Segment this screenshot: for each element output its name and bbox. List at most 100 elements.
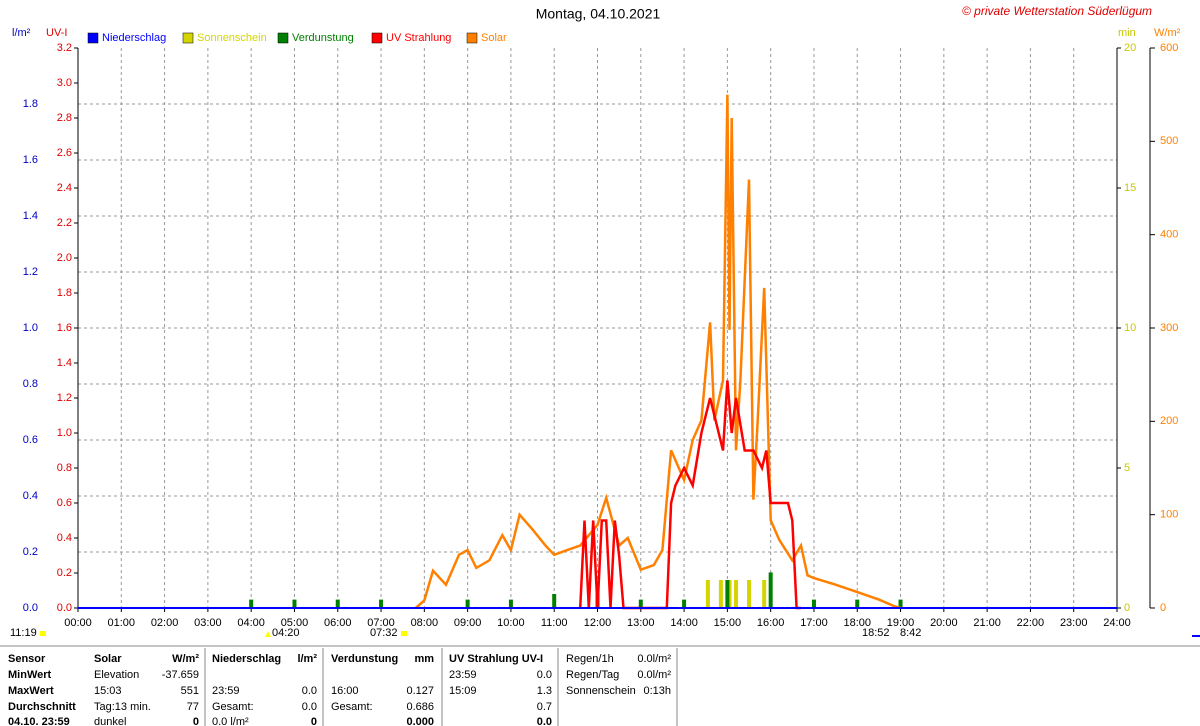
bar xyxy=(249,599,254,608)
x-tick-label: 16:00 xyxy=(757,617,785,629)
table-cell: dunkel xyxy=(94,716,126,726)
table-header: Verdunstung xyxy=(331,653,398,665)
table-cell: 0.7 xyxy=(537,701,552,713)
bar xyxy=(762,580,767,608)
x-tick-label: 05:00 xyxy=(281,617,309,629)
table-cell: 23:59 xyxy=(212,685,240,697)
y-tick-label: 1.6 xyxy=(23,154,38,166)
annotation: 11:19 xyxy=(10,627,37,639)
table-header: 0.0l/m² xyxy=(637,653,671,665)
x-tick-label: 22:00 xyxy=(1017,617,1045,629)
x-tick-label: 15:00 xyxy=(714,617,742,629)
table-cell: 0.0 xyxy=(537,669,552,681)
uv-tick-label: 1.0 xyxy=(57,427,72,439)
uv-tick-label: 2.0 xyxy=(57,252,72,264)
y2-tick-label: 20 xyxy=(1124,42,1136,54)
table-header: UV Strahlung UV-I xyxy=(449,653,543,665)
uv-tick-label: 0.0 xyxy=(57,602,72,614)
x-tick-label: 17:00 xyxy=(800,617,828,629)
table-cell: 1.3 xyxy=(537,685,552,697)
uv-tick-label: 2.6 xyxy=(57,147,72,159)
y2-tick-label: 0 xyxy=(1124,602,1130,614)
sun-marker xyxy=(40,631,46,636)
solar-tick-label: 0 xyxy=(1160,602,1166,614)
table-cell: 0.0 xyxy=(302,701,317,713)
uv-tick-label: 0.2 xyxy=(57,567,72,579)
y2-axis-title: min xyxy=(1118,27,1136,39)
y-tick-label: 0.0 xyxy=(23,602,38,614)
table-cell: 0 xyxy=(193,716,199,726)
x-tick-label: 12:00 xyxy=(584,617,612,629)
table-header: W/m² xyxy=(172,653,199,665)
row-label: Sensor xyxy=(8,653,46,665)
y-tick-label: 1.8 xyxy=(23,98,38,110)
table-header: Solar xyxy=(94,653,122,665)
legend-label: Sonnenschein xyxy=(197,32,267,44)
annotation: 04:20 xyxy=(272,627,300,639)
legend-label: Verdunstung xyxy=(292,32,354,44)
bar xyxy=(335,599,340,608)
table-header: Regen/1h xyxy=(566,653,614,665)
y-tick-label: 0.8 xyxy=(23,378,38,390)
table-cell: Tag:13 min. xyxy=(94,701,151,713)
solar-axis-title: W/m² xyxy=(1154,27,1181,39)
bar xyxy=(465,599,470,608)
legend-label: UV Strahlung xyxy=(386,32,451,44)
legend-swatch xyxy=(277,32,289,44)
x-tick-label: 23:00 xyxy=(1060,617,1088,629)
line xyxy=(414,94,901,610)
row-label: 04.10. 23:59 xyxy=(8,716,70,726)
solar-tick-label: 400 xyxy=(1160,229,1178,241)
table-cell: 77 xyxy=(187,701,199,713)
solar-tick-label: 100 xyxy=(1160,509,1178,521)
bar xyxy=(855,599,860,608)
bar xyxy=(508,599,513,608)
table-cell: Sonnenschein xyxy=(566,685,636,697)
bar xyxy=(747,580,752,608)
bar xyxy=(638,599,643,608)
x-tick-label: 14:00 xyxy=(670,617,698,629)
table-cell: Gesamt: xyxy=(331,701,373,713)
table-cell: 23:59 xyxy=(449,669,477,681)
table-cell: 16:00 xyxy=(331,685,359,697)
uv-axis-title: UV-I xyxy=(46,27,67,39)
table-cell: 15:03 xyxy=(94,685,122,697)
chart-title: Montag, 04.10.2021 xyxy=(536,6,661,22)
y-tick-label: 1.4 xyxy=(23,210,38,222)
table-cell: 0.0 xyxy=(302,685,317,697)
row-label: Durchschnitt xyxy=(8,701,76,713)
uv-tick-label: 2.8 xyxy=(57,112,72,124)
uv-tick-label: 1.2 xyxy=(57,392,72,404)
x-tick-label: 21:00 xyxy=(973,617,1001,629)
table-cell: 15:09 xyxy=(449,685,477,697)
table-cell: 0:13h xyxy=(643,685,671,697)
table-cell: 0 xyxy=(311,716,317,726)
table-cell: Elevation xyxy=(94,669,139,681)
y-tick-label: 0.2 xyxy=(23,546,38,558)
legend-swatch xyxy=(466,32,478,44)
uv-tick-label: 3.0 xyxy=(57,77,72,89)
x-tick-label: 08:00 xyxy=(411,617,439,629)
legend-swatch xyxy=(87,32,99,44)
x-tick-label: 07:00 xyxy=(367,617,395,629)
bar xyxy=(734,580,739,608)
bar xyxy=(379,599,384,608)
table-cell: -37.659 xyxy=(162,669,199,681)
row-label: MaxWert xyxy=(8,685,54,697)
table-cell: 0.0 xyxy=(537,716,552,726)
x-tick-label: 04:00 xyxy=(237,617,265,629)
uv-tick-label: 2.2 xyxy=(57,217,72,229)
bar xyxy=(811,599,816,608)
table-cell: 0.000 xyxy=(406,716,434,726)
annotation: 07:32 xyxy=(370,627,398,639)
y2-tick-label: 5 xyxy=(1124,462,1130,474)
y-axis-title: l/m² xyxy=(12,27,31,39)
table-cell: Gesamt: xyxy=(212,701,254,713)
bar xyxy=(705,580,710,608)
row-label: MinWert xyxy=(8,669,52,681)
x-tick-label: 24:00 xyxy=(1103,617,1131,629)
copyright: © private Wetterstation Süderlügum xyxy=(962,4,1152,18)
bar xyxy=(898,599,903,608)
x-tick-label: 11:00 xyxy=(541,617,568,629)
